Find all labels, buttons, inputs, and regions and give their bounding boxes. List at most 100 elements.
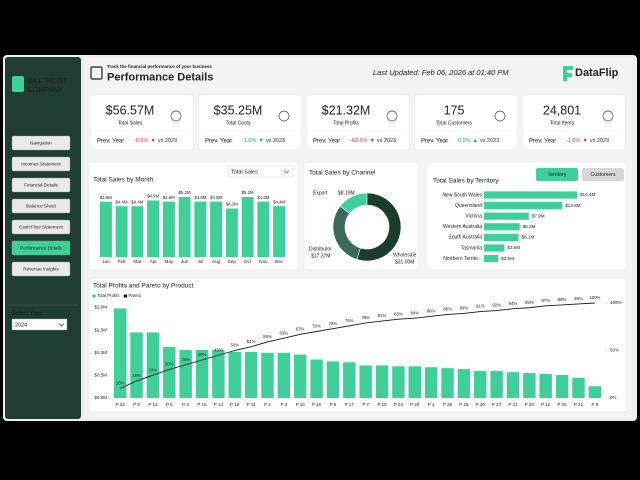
line-value-label: 86% [427, 308, 436, 313]
x-tick-label: P 27 [492, 402, 502, 407]
kpi-card [414, 94, 518, 151]
x-tick-label: P 25 [557, 402, 567, 407]
select-year-label: Select Year [12, 310, 42, 316]
x-tick-label: P 7 [362, 402, 369, 407]
line-value-label: 10% [116, 381, 125, 386]
slice-value-label: $8.19M [338, 190, 355, 196]
bar [163, 346, 176, 398]
year-value: 2024 [15, 322, 27, 328]
bar-value-label: $4.9M [147, 194, 159, 199]
bar [244, 351, 258, 398]
line-value-label: 63% [280, 330, 289, 335]
x-tick-label: P 3 [281, 402, 288, 407]
bar [228, 351, 241, 398]
bar [392, 366, 405, 398]
nav-label: Incomes Statement [21, 162, 61, 167]
nav-button[interactable] [11, 219, 71, 235]
header-subtitle: Track the financial performance of your … [107, 64, 213, 69]
legend-swatch [92, 294, 96, 298]
line-value-label: 84% [410, 310, 419, 315]
kpi-change-value: 0.0% [458, 138, 471, 144]
x-tick-label: P 19 [377, 402, 387, 407]
x-tick-label: P 20 [410, 402, 420, 407]
y-tick-label: Queensland [455, 203, 482, 209]
kpi-change-value: -0.6% [134, 138, 148, 144]
y-tick-label: Victoria [465, 214, 482, 220]
nav-button[interactable] [11, 177, 71, 193]
chart-dropdown[interactable] [227, 165, 294, 178]
kpi-icon [386, 110, 398, 122]
y-tick-label: Western Australia [443, 224, 482, 230]
bar-value-label: $5.2M [242, 190, 254, 195]
kpi-value: $21.32M [322, 103, 371, 117]
y-tick-label: $0.0M [94, 395, 107, 400]
line-value-label: 94% [509, 301, 518, 306]
kpi-change-value: -1.6% [566, 138, 580, 144]
nav-button[interactable] [11, 198, 71, 214]
nav-label: Financial Details [24, 183, 58, 188]
y2-tick-label: 0% [610, 395, 617, 400]
logo-icon [563, 66, 573, 81]
kpi-change: -1.6% ▼ vs 2023 [566, 138, 609, 144]
bar-value-label: $4.8M [257, 195, 269, 200]
x-tick-label: P 9 [591, 402, 598, 407]
slice-label: Distributor [309, 246, 332, 252]
chart-title: Total Sales by Territory [433, 178, 499, 185]
kpi-change-value: -62.6% [350, 138, 368, 144]
nav-label: Balance Sheet [26, 204, 57, 209]
bar [146, 332, 160, 398]
x-tick-label: P 26 [443, 402, 453, 407]
kpi-label: Total Customers [436, 120, 473, 126]
kpi-change: -0.6% ▼ vs 2023 [134, 138, 177, 144]
kpi-change-arrow: ▼ [150, 138, 155, 144]
pareto-line [119, 302, 595, 389]
company-icon [12, 76, 24, 92]
bar [310, 359, 323, 398]
slice-label: Export [313, 190, 328, 196]
slice-label: Wholesale [393, 252, 417, 258]
kpi-change-vs: vs 2023 [158, 138, 177, 144]
line-value-label: 95% [525, 300, 534, 305]
nav-label: Performance Details [20, 246, 62, 251]
x-tick-label: P 24 [394, 402, 404, 407]
bar [178, 197, 191, 257]
line-value-label: 79% [361, 315, 370, 320]
y2-tick-label: 50% [610, 348, 619, 353]
bar-value-label: $4.4M [116, 199, 128, 204]
nav-button[interactable] [11, 261, 71, 277]
line-value-label: 91% [476, 304, 485, 309]
kpi-change-vs: vs 2023 [590, 138, 609, 144]
kpi-compare-label: Prev. Year [421, 139, 448, 145]
bar-value-label: $5.2M [179, 190, 191, 195]
bar [210, 201, 223, 257]
nav-button[interactable] [11, 135, 71, 151]
line-value-label: 40% [198, 352, 207, 357]
kpi-change-vs: vs 2023 [266, 138, 285, 144]
bar [130, 332, 143, 398]
kpi-icon [278, 110, 290, 122]
kpi-card [90, 94, 194, 151]
bar [293, 354, 307, 398]
toggle-button[interactable] [536, 168, 578, 181]
kpi-change: 0.0% ▲ vs 2023 [458, 138, 499, 144]
line-value-label: 67% [296, 326, 305, 331]
year-dropdown[interactable] [11, 318, 68, 331]
legend-swatch [123, 294, 128, 298]
toggle-button[interactable] [582, 168, 624, 181]
bar-value-label: $2.5M [501, 256, 514, 261]
line-value-label: 81% [378, 313, 387, 318]
nav-label: Revenue Insights [23, 267, 59, 272]
chart-title: Total Profits and Pareto by Product [93, 283, 194, 290]
kpi-value: 175 [444, 103, 465, 117]
x-tick-label: P 29 [459, 402, 469, 407]
bar [474, 370, 487, 398]
bar-value-label: $4.8M [100, 195, 112, 200]
bar [457, 369, 471, 398]
bar [484, 244, 505, 252]
nav-button[interactable] [11, 156, 71, 172]
nav-button[interactable] [11, 240, 71, 256]
x-tick-label: Aug [212, 259, 221, 264]
kpi-value: $56.57M [106, 103, 155, 117]
dropdown-label: Total Sales [231, 169, 258, 175]
